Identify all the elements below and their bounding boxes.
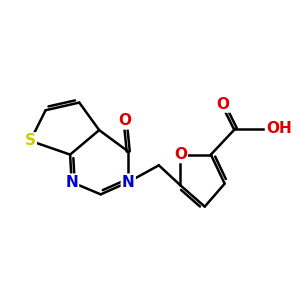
Text: N: N bbox=[122, 175, 135, 190]
Text: N: N bbox=[65, 175, 78, 190]
Text: O: O bbox=[119, 113, 132, 128]
Text: O: O bbox=[217, 97, 230, 112]
Text: OH: OH bbox=[266, 121, 292, 136]
Text: S: S bbox=[25, 133, 36, 148]
Text: O: O bbox=[174, 147, 187, 162]
